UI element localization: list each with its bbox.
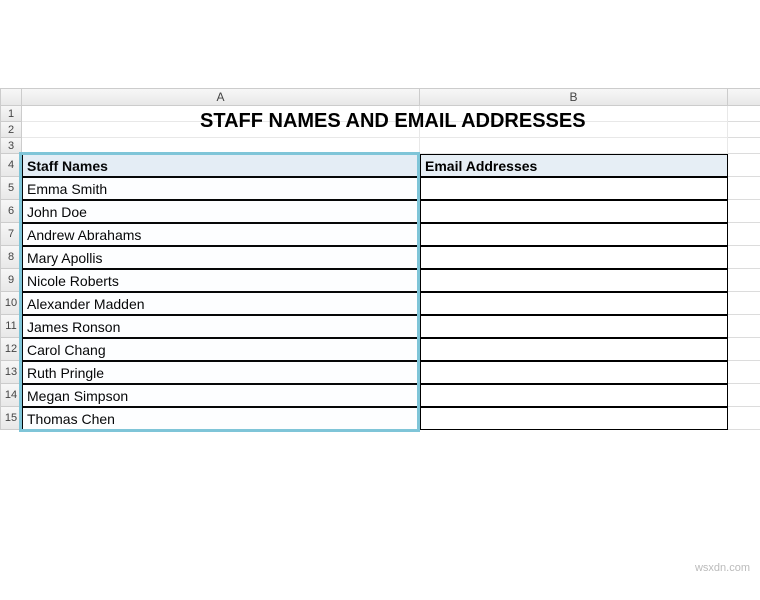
column-header-b[interactable]: B [420,88,728,106]
row-5: 5Emma Smith [0,177,760,200]
cell-b4[interactable]: Email Addresses [420,154,728,177]
row-header-3[interactable]: 3 [0,138,22,154]
cell-a8[interactable]: Mary Apollis [22,246,420,269]
row-header-4[interactable]: 4 [0,154,22,177]
row-15: 15Thomas Chen [0,407,760,430]
row-header-9[interactable]: 9 [0,269,22,292]
cell-b9[interactable] [420,269,728,292]
row-13: 13Ruth Pringle [0,361,760,384]
spreadsheet: A B 1234Staff NamesEmail Addresses5Emma … [0,88,760,430]
row-14: 14Megan Simpson [0,384,760,407]
cell-a9[interactable]: Nicole Roberts [22,269,420,292]
row-header-13[interactable]: 13 [0,361,22,384]
cell-c1[interactable] [728,106,760,122]
cell-c2[interactable] [728,122,760,138]
cell-a15[interactable]: Thomas Chen [22,407,420,430]
cell-b3[interactable] [420,138,728,154]
cell-b11[interactable] [420,315,728,338]
cell-a6[interactable]: John Doe [22,200,420,223]
row-8: 8Mary Apollis [0,246,760,269]
cell-a3[interactable] [22,138,420,154]
row-7: 7Andrew Abrahams [0,223,760,246]
cell-a13[interactable]: Ruth Pringle [22,361,420,384]
cell-b15[interactable] [420,407,728,430]
row-header-10[interactable]: 10 [0,292,22,315]
cell-a5[interactable]: Emma Smith [22,177,420,200]
cell-a10[interactable]: Alexander Madden [22,292,420,315]
row-header-8[interactable]: 8 [0,246,22,269]
cell-c3[interactable] [728,138,760,154]
cell-a11[interactable]: James Ronson [22,315,420,338]
row-header-1[interactable]: 1 [0,106,22,122]
cell-c10[interactable] [728,292,760,315]
cell-a12[interactable]: Carol Chang [22,338,420,361]
row-header-11[interactable]: 11 [0,315,22,338]
cell-b6[interactable] [420,200,728,223]
cell-b14[interactable] [420,384,728,407]
row-header-14[interactable]: 14 [0,384,22,407]
row-header-7[interactable]: 7 [0,223,22,246]
cell-b10[interactable] [420,292,728,315]
cell-c4[interactable] [728,154,760,177]
cell-a7[interactable]: Andrew Abrahams [22,223,420,246]
row-header-12[interactable]: 12 [0,338,22,361]
row-header-2[interactable]: 2 [0,122,22,138]
sheet-title: STAFF NAMES AND EMAIL ADDRESSES [200,110,586,133]
cell-c14[interactable] [728,384,760,407]
cell-c8[interactable] [728,246,760,269]
cell-b12[interactable] [420,338,728,361]
row-11: 11James Ronson [0,315,760,338]
row-6: 6John Doe [0,200,760,223]
cell-c11[interactable] [728,315,760,338]
cell-c13[interactable] [728,361,760,384]
cell-b7[interactable] [420,223,728,246]
watermark: wsxdn.com [695,562,750,574]
row-3: 3 [0,138,760,154]
cell-b8[interactable] [420,246,728,269]
rows-container: 1234Staff NamesEmail Addresses5Emma Smit… [0,106,760,430]
column-header-a[interactable]: A [22,88,420,106]
cell-b5[interactable] [420,177,728,200]
column-header-c[interactable] [728,88,760,106]
cell-b13[interactable] [420,361,728,384]
cell-c6[interactable] [728,200,760,223]
row-4: 4Staff NamesEmail Addresses [0,154,760,177]
row-9: 9Nicole Roberts [0,269,760,292]
cell-c12[interactable] [728,338,760,361]
row-header-6[interactable]: 6 [0,200,22,223]
row-header-5[interactable]: 5 [0,177,22,200]
cell-c15[interactable] [728,407,760,430]
row-12: 12Carol Chang [0,338,760,361]
cell-a4[interactable]: Staff Names [22,154,420,177]
cell-c5[interactable] [728,177,760,200]
select-all-corner[interactable] [0,88,22,106]
row-header-15[interactable]: 15 [0,407,22,430]
cell-c7[interactable] [728,223,760,246]
column-headers: A B [0,88,760,106]
cell-a14[interactable]: Megan Simpson [22,384,420,407]
row-10: 10Alexander Madden [0,292,760,315]
cell-c9[interactable] [728,269,760,292]
